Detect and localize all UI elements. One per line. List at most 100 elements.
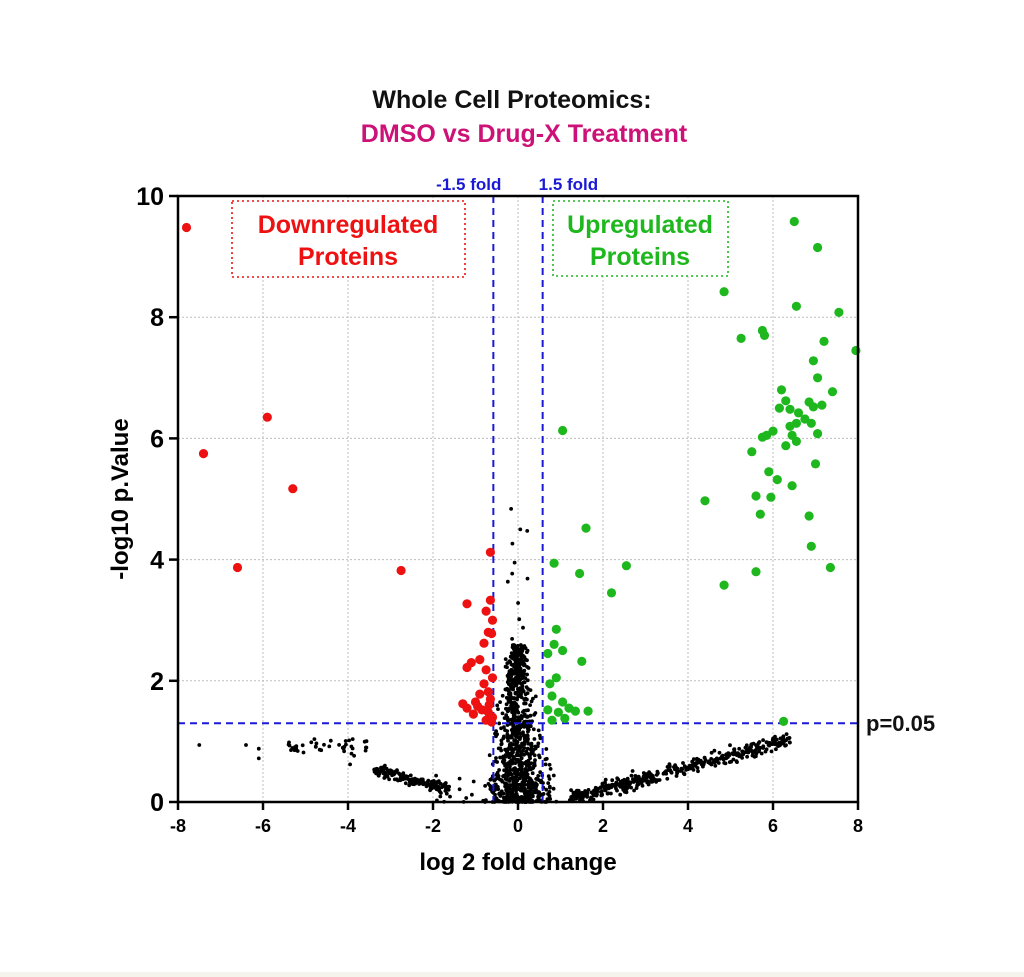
x-tick-label: -2 <box>425 816 441 836</box>
ns-point <box>434 780 439 785</box>
ns-point <box>522 746 527 750</box>
up-point <box>781 441 791 451</box>
ns-point <box>510 705 514 709</box>
ns-point <box>513 679 517 683</box>
ns-point <box>510 727 515 732</box>
ns-point <box>521 733 526 738</box>
ns-point <box>586 788 591 792</box>
x-tick-label: -4 <box>340 816 356 836</box>
up-point <box>810 459 821 469</box>
ns-point <box>512 725 517 729</box>
ns-point <box>538 770 543 775</box>
up-point <box>755 509 765 519</box>
ns-point <box>487 753 492 758</box>
ns-point <box>509 651 514 655</box>
ns-point <box>528 703 532 707</box>
ns-point <box>600 789 604 793</box>
ns-point <box>294 746 299 751</box>
ns-point <box>508 660 513 665</box>
ns-point <box>506 719 510 723</box>
ns-point <box>516 601 520 605</box>
ns-point <box>363 748 368 753</box>
ns-point <box>523 739 527 744</box>
ns-point <box>748 745 753 750</box>
ns-point <box>382 776 387 780</box>
fold-left-label: -1.5 fold <box>436 175 501 194</box>
up-point <box>549 639 559 650</box>
ns-point <box>506 689 511 693</box>
ns-point <box>287 743 292 748</box>
ns-point <box>665 776 670 781</box>
ns-point <box>784 732 789 736</box>
ns-point <box>512 560 517 565</box>
ns-point <box>516 704 520 709</box>
ns-point <box>505 665 509 670</box>
up-point <box>808 402 819 412</box>
ns-point <box>690 759 695 764</box>
ns-point <box>512 712 517 717</box>
down-point <box>462 662 472 673</box>
ns-point <box>774 741 779 746</box>
up-point <box>766 492 776 502</box>
ns-point <box>716 761 721 765</box>
ns-point <box>610 782 615 787</box>
ns-point <box>322 742 326 747</box>
ns-point <box>522 645 527 650</box>
up-point <box>813 373 823 383</box>
down-label-box <box>231 200 466 278</box>
ns-point <box>319 748 324 753</box>
ns-point <box>525 772 530 777</box>
ns-point <box>520 674 525 679</box>
ns-point <box>505 579 510 584</box>
ns-point <box>753 748 758 753</box>
ns-point <box>623 790 627 794</box>
ns-point <box>518 677 523 682</box>
ns-point <box>511 779 516 784</box>
ns-point <box>744 747 749 752</box>
x-tick-label: 8 <box>853 816 863 836</box>
ns-point <box>506 700 511 704</box>
x-tick-label: -8 <box>170 816 186 836</box>
ns-point <box>494 729 498 733</box>
ns-point <box>522 701 526 706</box>
ns-point <box>513 645 518 650</box>
ns-point <box>702 755 707 760</box>
up-point <box>791 301 802 311</box>
ns-point <box>645 780 650 785</box>
down-point <box>485 595 495 605</box>
ns-point <box>528 777 533 781</box>
ns-point <box>735 760 739 764</box>
ns-point <box>521 625 525 630</box>
ns-point <box>614 786 618 791</box>
ns-point <box>529 751 534 755</box>
ns-point <box>729 759 733 764</box>
ns-point <box>509 791 514 795</box>
ns-point <box>766 743 771 747</box>
ns-point <box>532 737 537 741</box>
ns-point <box>503 657 508 661</box>
ns-point <box>514 744 519 749</box>
ns-point <box>429 779 434 784</box>
ns-point <box>519 716 524 721</box>
ns-point <box>501 795 506 800</box>
y-axis-label: -log10 p.Value <box>107 418 134 579</box>
ns-point <box>499 741 504 746</box>
ns-point <box>632 788 636 793</box>
ns-point <box>523 696 528 701</box>
ns-point <box>651 776 656 781</box>
ns-point <box>520 684 525 689</box>
up-point <box>543 705 553 715</box>
ns-point <box>618 781 622 786</box>
ns-point <box>519 669 523 674</box>
up-point <box>776 385 787 395</box>
up-point <box>789 216 799 227</box>
ns-point <box>517 658 521 663</box>
ns-point <box>471 779 476 784</box>
x-tick-label: 0 <box>513 816 523 836</box>
up-label-text: Proteins <box>590 243 690 271</box>
down-point <box>458 699 468 709</box>
ns-point <box>508 764 512 769</box>
up-point <box>757 432 768 442</box>
ns-point <box>518 735 523 740</box>
